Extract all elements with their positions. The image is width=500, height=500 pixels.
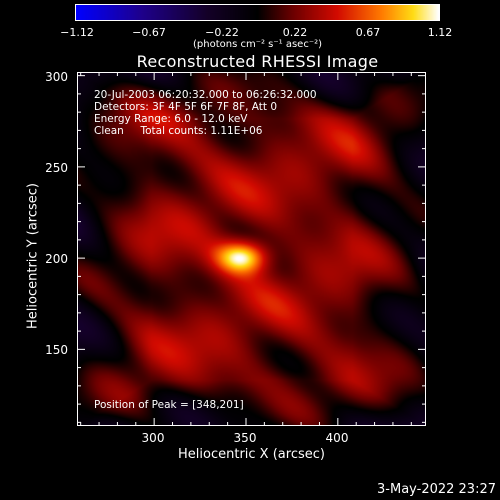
colorbar-tick-label: 0.22 [282, 26, 308, 39]
clean-counts-info: Clean Total counts: 1.11E+06 [94, 125, 263, 137]
observation-time: 20-Jul-2003 06:20:32.000 to 06:26:32.000 [94, 89, 317, 101]
x-tick-label: 400 [325, 431, 349, 445]
colorbar-tick-label: −1.12 [60, 26, 94, 39]
colorbar-tick-label: −0.22 [205, 26, 239, 39]
colorbar-tick-label: −0.67 [132, 26, 166, 39]
colorbar-tick-label: 1.12 [427, 26, 453, 39]
heatmap-image [78, 73, 425, 425]
y-tick-label: 200 [45, 252, 68, 266]
date-stamp: 3-May-2022 23:27 [377, 482, 496, 497]
y-axis-label: Heliocentric Y (arcsec) [25, 183, 41, 329]
colorbar-units: (photons cm⁻² s⁻¹ asec⁻²) [192, 39, 323, 50]
peak-position-info: Position of Peak = [348,201] [94, 399, 244, 411]
y-tick-label: 150 [45, 343, 68, 357]
x-tick-label: 350 [233, 431, 257, 445]
x-tick-label: 300 [141, 431, 165, 445]
detectors-info: Detectors: 3F 4F 5F 6F 7F 8F, Att 0 [94, 101, 278, 113]
y-tick-label: 300 [45, 70, 68, 84]
colorbar [75, 4, 440, 21]
energy-range-info: Energy Range: 6.0 - 12.0 keV [94, 113, 248, 125]
x-axis-label: Heliocentric X (arcsec) [178, 447, 325, 462]
plot-area: 20-Jul-2003 06:20:32.000 to 06:26:32.000… [77, 72, 426, 426]
y-tick-label: 250 [45, 161, 68, 175]
chart-title: Reconstructed RHESSI Image [136, 52, 379, 71]
colorbar-tick-label: 0.67 [355, 26, 381, 39]
